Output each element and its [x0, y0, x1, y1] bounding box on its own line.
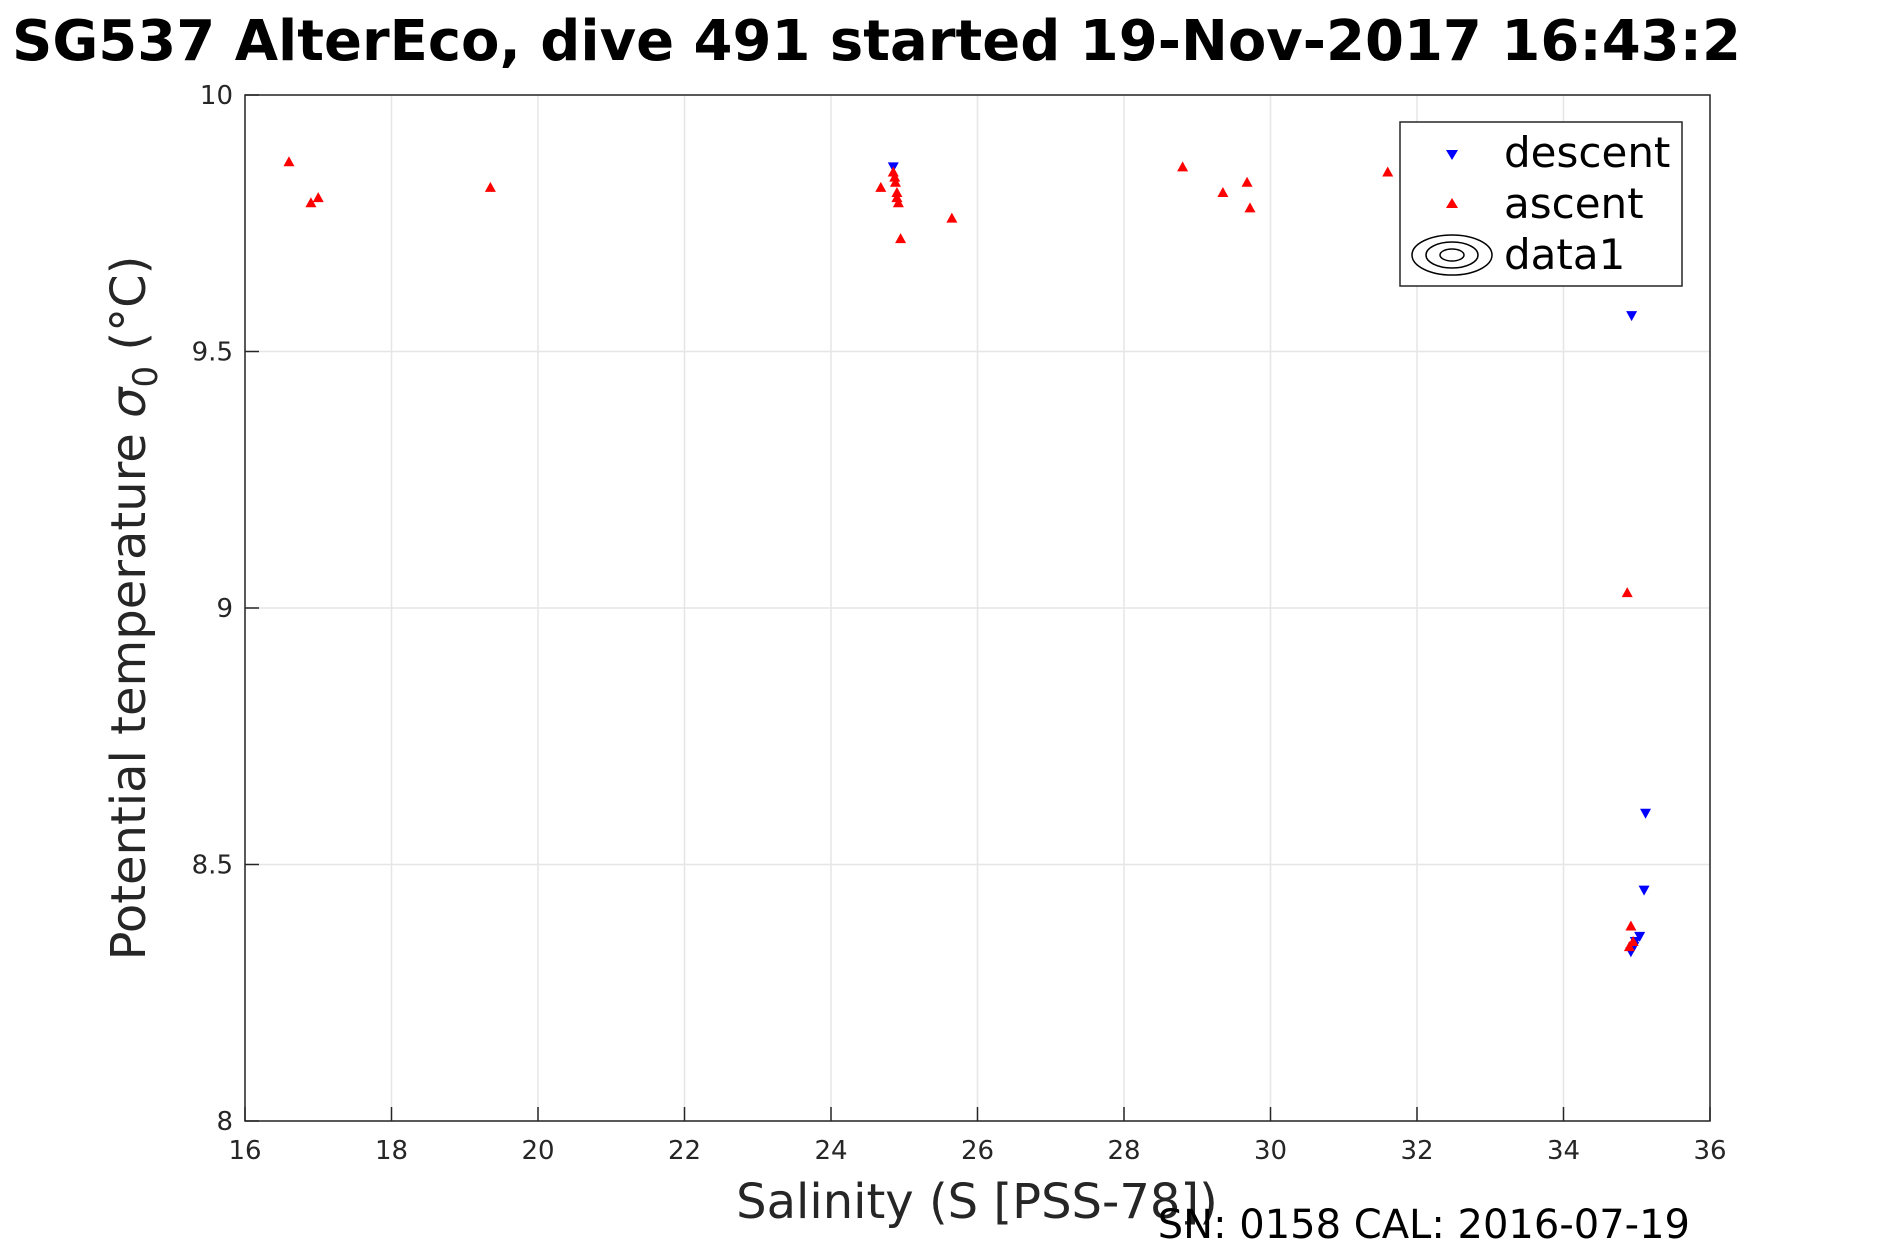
ascent-point: [1244, 202, 1256, 213]
legend-data1-marker: [1411, 234, 1493, 276]
ascent-point: [889, 176, 901, 187]
x-tick-label: 26: [961, 1136, 994, 1166]
descent-point: [1640, 808, 1652, 819]
x-tick-label: 32: [1400, 1136, 1433, 1166]
ascent-point: [305, 197, 317, 208]
legend-data1-label: data1: [1504, 230, 1625, 279]
descent-point: [1626, 311, 1638, 322]
data-points: [283, 156, 1652, 958]
x-tick-label: 22: [668, 1136, 701, 1166]
ascent-point: [1217, 186, 1229, 197]
y-tick-label: 9.5: [192, 338, 233, 368]
y-axis-label: Potential temperature σ0 (°C): [101, 256, 169, 961]
ascent-point: [889, 171, 901, 182]
ascent-point: [892, 197, 904, 208]
ascent-point: [312, 192, 324, 203]
serial-calibration-footer: SN: 0158 CAL: 2016-07-19: [1158, 1202, 1690, 1248]
y-axis-label-text: Potential temperature: [101, 433, 157, 960]
legend-ascent-label: ascent: [1504, 179, 1644, 228]
y-tick-label: 10: [200, 81, 233, 111]
y-tick-label: 8: [216, 1107, 233, 1137]
y-tick-label: 8.5: [192, 851, 233, 881]
y-axis-label-symbol: σ: [101, 386, 157, 418]
x-tick-label: 24: [814, 1136, 847, 1166]
ascent-point: [1382, 166, 1394, 177]
legend: descent ascent data1: [1399, 121, 1683, 287]
x-tick-label: 36: [1693, 1136, 1726, 1166]
descent-point: [1638, 885, 1650, 896]
ascent-point: [1621, 587, 1633, 598]
ascent-point: [1177, 161, 1189, 172]
x-tick-label: 18: [375, 1136, 408, 1166]
ascent-point: [283, 156, 295, 167]
legend-descent-label: descent: [1504, 128, 1670, 177]
ascent-point: [1623, 941, 1635, 952]
x-tick-label: 30: [1254, 1136, 1287, 1166]
y-axis-label-subscript: 0: [126, 366, 166, 388]
y-tick-label: 9: [216, 594, 233, 624]
ascent-point: [895, 233, 907, 244]
chart-title: SG537 AlterEco, dive 491 started 19-Nov-…: [12, 9, 1741, 74]
axis-ticks: 16 18 20 22 24 26 28 30 32 34 36 8 8.5 9 9.5 10: [192, 81, 1727, 1166]
ascent-point: [1241, 176, 1253, 187]
x-tick-label: 28: [1107, 1136, 1140, 1166]
x-tick-label: 20: [521, 1136, 554, 1166]
ascent-point: [484, 181, 496, 192]
descent-point: [1634, 931, 1646, 942]
ascent-point: [1625, 920, 1637, 931]
legend-ascent-marker: [1446, 198, 1458, 208]
x-tick-label: 16: [228, 1136, 261, 1166]
ascent-point: [891, 186, 903, 197]
legend-descent-marker: [1446, 150, 1458, 160]
y-axis-label-unit: (°C): [101, 256, 157, 351]
ascent-point: [946, 212, 958, 223]
x-tick-label: 34: [1547, 1136, 1580, 1166]
x-axis-label: Salinity (S [PSS-78]): [736, 1174, 1218, 1230]
legend-box: [1399, 121, 1683, 287]
ascent-point: [875, 181, 887, 192]
